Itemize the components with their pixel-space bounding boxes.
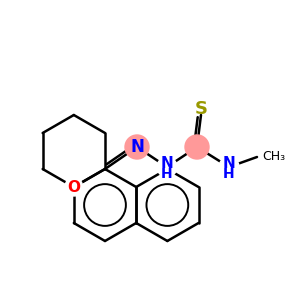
Text: S: S [194, 100, 208, 118]
Text: O: O [67, 179, 80, 194]
Circle shape [65, 178, 83, 196]
Circle shape [185, 135, 209, 159]
Circle shape [125, 135, 149, 159]
Text: H: H [161, 167, 173, 181]
Circle shape [219, 157, 239, 177]
Text: H: H [223, 167, 235, 181]
Circle shape [157, 157, 177, 177]
Text: N: N [160, 157, 173, 172]
Text: CH₃: CH₃ [262, 151, 285, 164]
Text: N: N [223, 157, 236, 172]
Text: N: N [130, 138, 144, 156]
